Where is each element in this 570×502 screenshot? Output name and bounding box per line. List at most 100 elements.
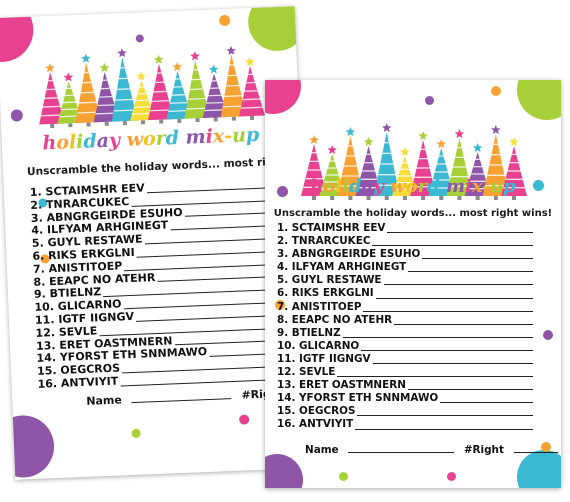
- answer-line[interactable]: [408, 389, 533, 391]
- christmas-tree-icon: [482, 134, 509, 200]
- christmas-tree-icon: [410, 140, 437, 200]
- word-item: 5. GUYL RESTAWE: [277, 274, 533, 287]
- tree-row: [301, 123, 527, 200]
- scrambled-word: 10. GLICARNO: [277, 339, 360, 352]
- star-icon: [309, 135, 319, 144]
- answer-line[interactable]: [373, 363, 533, 365]
- word-item: 7. ANISTITOEP: [277, 300, 533, 314]
- star-icon: [400, 147, 410, 156]
- star-icon: [99, 62, 110, 73]
- scrambled-word: 9. BTIELNZ: [277, 326, 341, 339]
- star-icon: [63, 72, 74, 82]
- star-icon: [436, 139, 446, 148]
- dot: [238, 414, 250, 425]
- scrambled-word: 3. ABNGRGEIRDE ESUHO: [277, 248, 421, 261]
- dot: [10, 109, 24, 122]
- answer-line[interactable]: [363, 310, 533, 312]
- answer-line[interactable]: [337, 376, 533, 378]
- christmas-tree-icon: [319, 154, 346, 200]
- christmas-tree-icon: [464, 152, 491, 200]
- scrambled-word: 7. ANISTITOEP: [277, 300, 362, 313]
- christmas-tree-icon: [501, 146, 527, 200]
- star-icon: [363, 137, 374, 146]
- right-label: #Right: [463, 444, 504, 456]
- star-icon: [418, 131, 428, 140]
- word-item: 16. ANTVIYIT: [277, 418, 533, 431]
- dot: [265, 80, 301, 114]
- name-blank: [348, 452, 455, 453]
- answer-line[interactable]: [408, 271, 533, 273]
- answer-line[interactable]: [387, 232, 533, 234]
- tree-row: [39, 45, 265, 129]
- scrambled-word: 11. IGTF IIGNGV: [277, 352, 371, 365]
- star-icon: [244, 57, 255, 67]
- scrambled-word: 12. SEVLE: [277, 366, 336, 379]
- word-item: 11. IGTF IIGNGV: [277, 352, 533, 366]
- word-item: 4. ILFYAM ARHGINEGT: [277, 261, 533, 274]
- star-icon: [382, 123, 392, 132]
- dot: [339, 472, 348, 481]
- answer-line[interactable]: [440, 402, 533, 404]
- dot: [218, 14, 231, 27]
- word-list: 1. SCTAIMSHR EEV 2. TNRARCUKEC 3. ABNGRGEI…: [30, 180, 306, 391]
- dot: [491, 86, 501, 96]
- name-label: Name: [86, 393, 123, 408]
- dot: [0, 414, 56, 479]
- name-row: Name #Right: [305, 444, 558, 456]
- scrambled-word: 5. GUYL RESTAWE: [277, 274, 382, 287]
- christmas-tree-icon: [337, 136, 364, 200]
- name-label: Name: [305, 444, 339, 456]
- christmas-tree-icon: [57, 81, 84, 128]
- front-card: holiday word mix-up Unscramble the holid…: [265, 80, 561, 488]
- scrambled-word: 6. RIKS ERKGLNI: [277, 287, 374, 300]
- star-icon: [190, 51, 200, 61]
- scrambled-word: 16. ANTVIYIT: [37, 374, 119, 391]
- scrambled-word: 15. OEGCROS: [277, 405, 356, 418]
- answer-line[interactable]: [372, 245, 533, 247]
- dot: [131, 428, 141, 439]
- star-icon: [345, 127, 356, 136]
- answer-line[interactable]: [357, 415, 533, 417]
- dot: [541, 442, 551, 452]
- star-icon: [226, 45, 236, 55]
- scrambled-word: 8. EEAPC NO ATEHR: [277, 313, 393, 326]
- dot: [447, 472, 456, 481]
- scrambled-word: 14. YFORST ETH SNNMAWO: [277, 392, 439, 405]
- name-blank: [131, 398, 232, 404]
- star-icon: [172, 61, 182, 72]
- star-icon: [136, 71, 146, 81]
- scrambled-word: 1. SCTAIMSHR EEV: [277, 222, 386, 234]
- answer-line[interactable]: [355, 428, 533, 430]
- back-card: holiday word mix-up Unscramble the holid…: [0, 6, 314, 480]
- star-icon: [45, 63, 55, 73]
- scrambled-word: 13. ERET OASTMNERN: [277, 379, 406, 392]
- christmas-tree-icon: [238, 66, 265, 121]
- star-icon: [117, 48, 127, 58]
- answer-line[interactable]: [361, 349, 533, 351]
- dot: [0, 6, 35, 64]
- star-icon: [153, 54, 164, 64]
- answer-line[interactable]: [376, 297, 533, 299]
- christmas-tree-icon: [373, 132, 400, 200]
- answer-line[interactable]: [384, 284, 533, 286]
- answer-line[interactable]: [394, 323, 533, 325]
- word-item: 6. RIKS ERKGLNI: [277, 287, 533, 300]
- scrambled-word: 4. ILFYAM ARHGINEGT: [277, 261, 407, 274]
- star-icon: [81, 53, 91, 63]
- star-icon: [509, 137, 519, 146]
- star-icon: [208, 64, 219, 74]
- dot: [425, 96, 434, 105]
- dot: [265, 454, 303, 488]
- christmas-tree-icon: [75, 62, 102, 127]
- christmas-tree-icon: [111, 57, 138, 126]
- word-item: 12. SEVLE: [277, 366, 533, 379]
- answer-line[interactable]: [343, 336, 533, 338]
- answer-line[interactable]: [422, 258, 533, 260]
- word-item: 1. SCTAIMSHR EEV: [277, 222, 533, 235]
- star-icon: [491, 125, 501, 134]
- dot: [275, 300, 285, 310]
- right-blank: [513, 452, 558, 453]
- word-item: 10. GLICARNO: [277, 339, 533, 353]
- dot: [533, 180, 544, 191]
- star-icon: [327, 145, 337, 154]
